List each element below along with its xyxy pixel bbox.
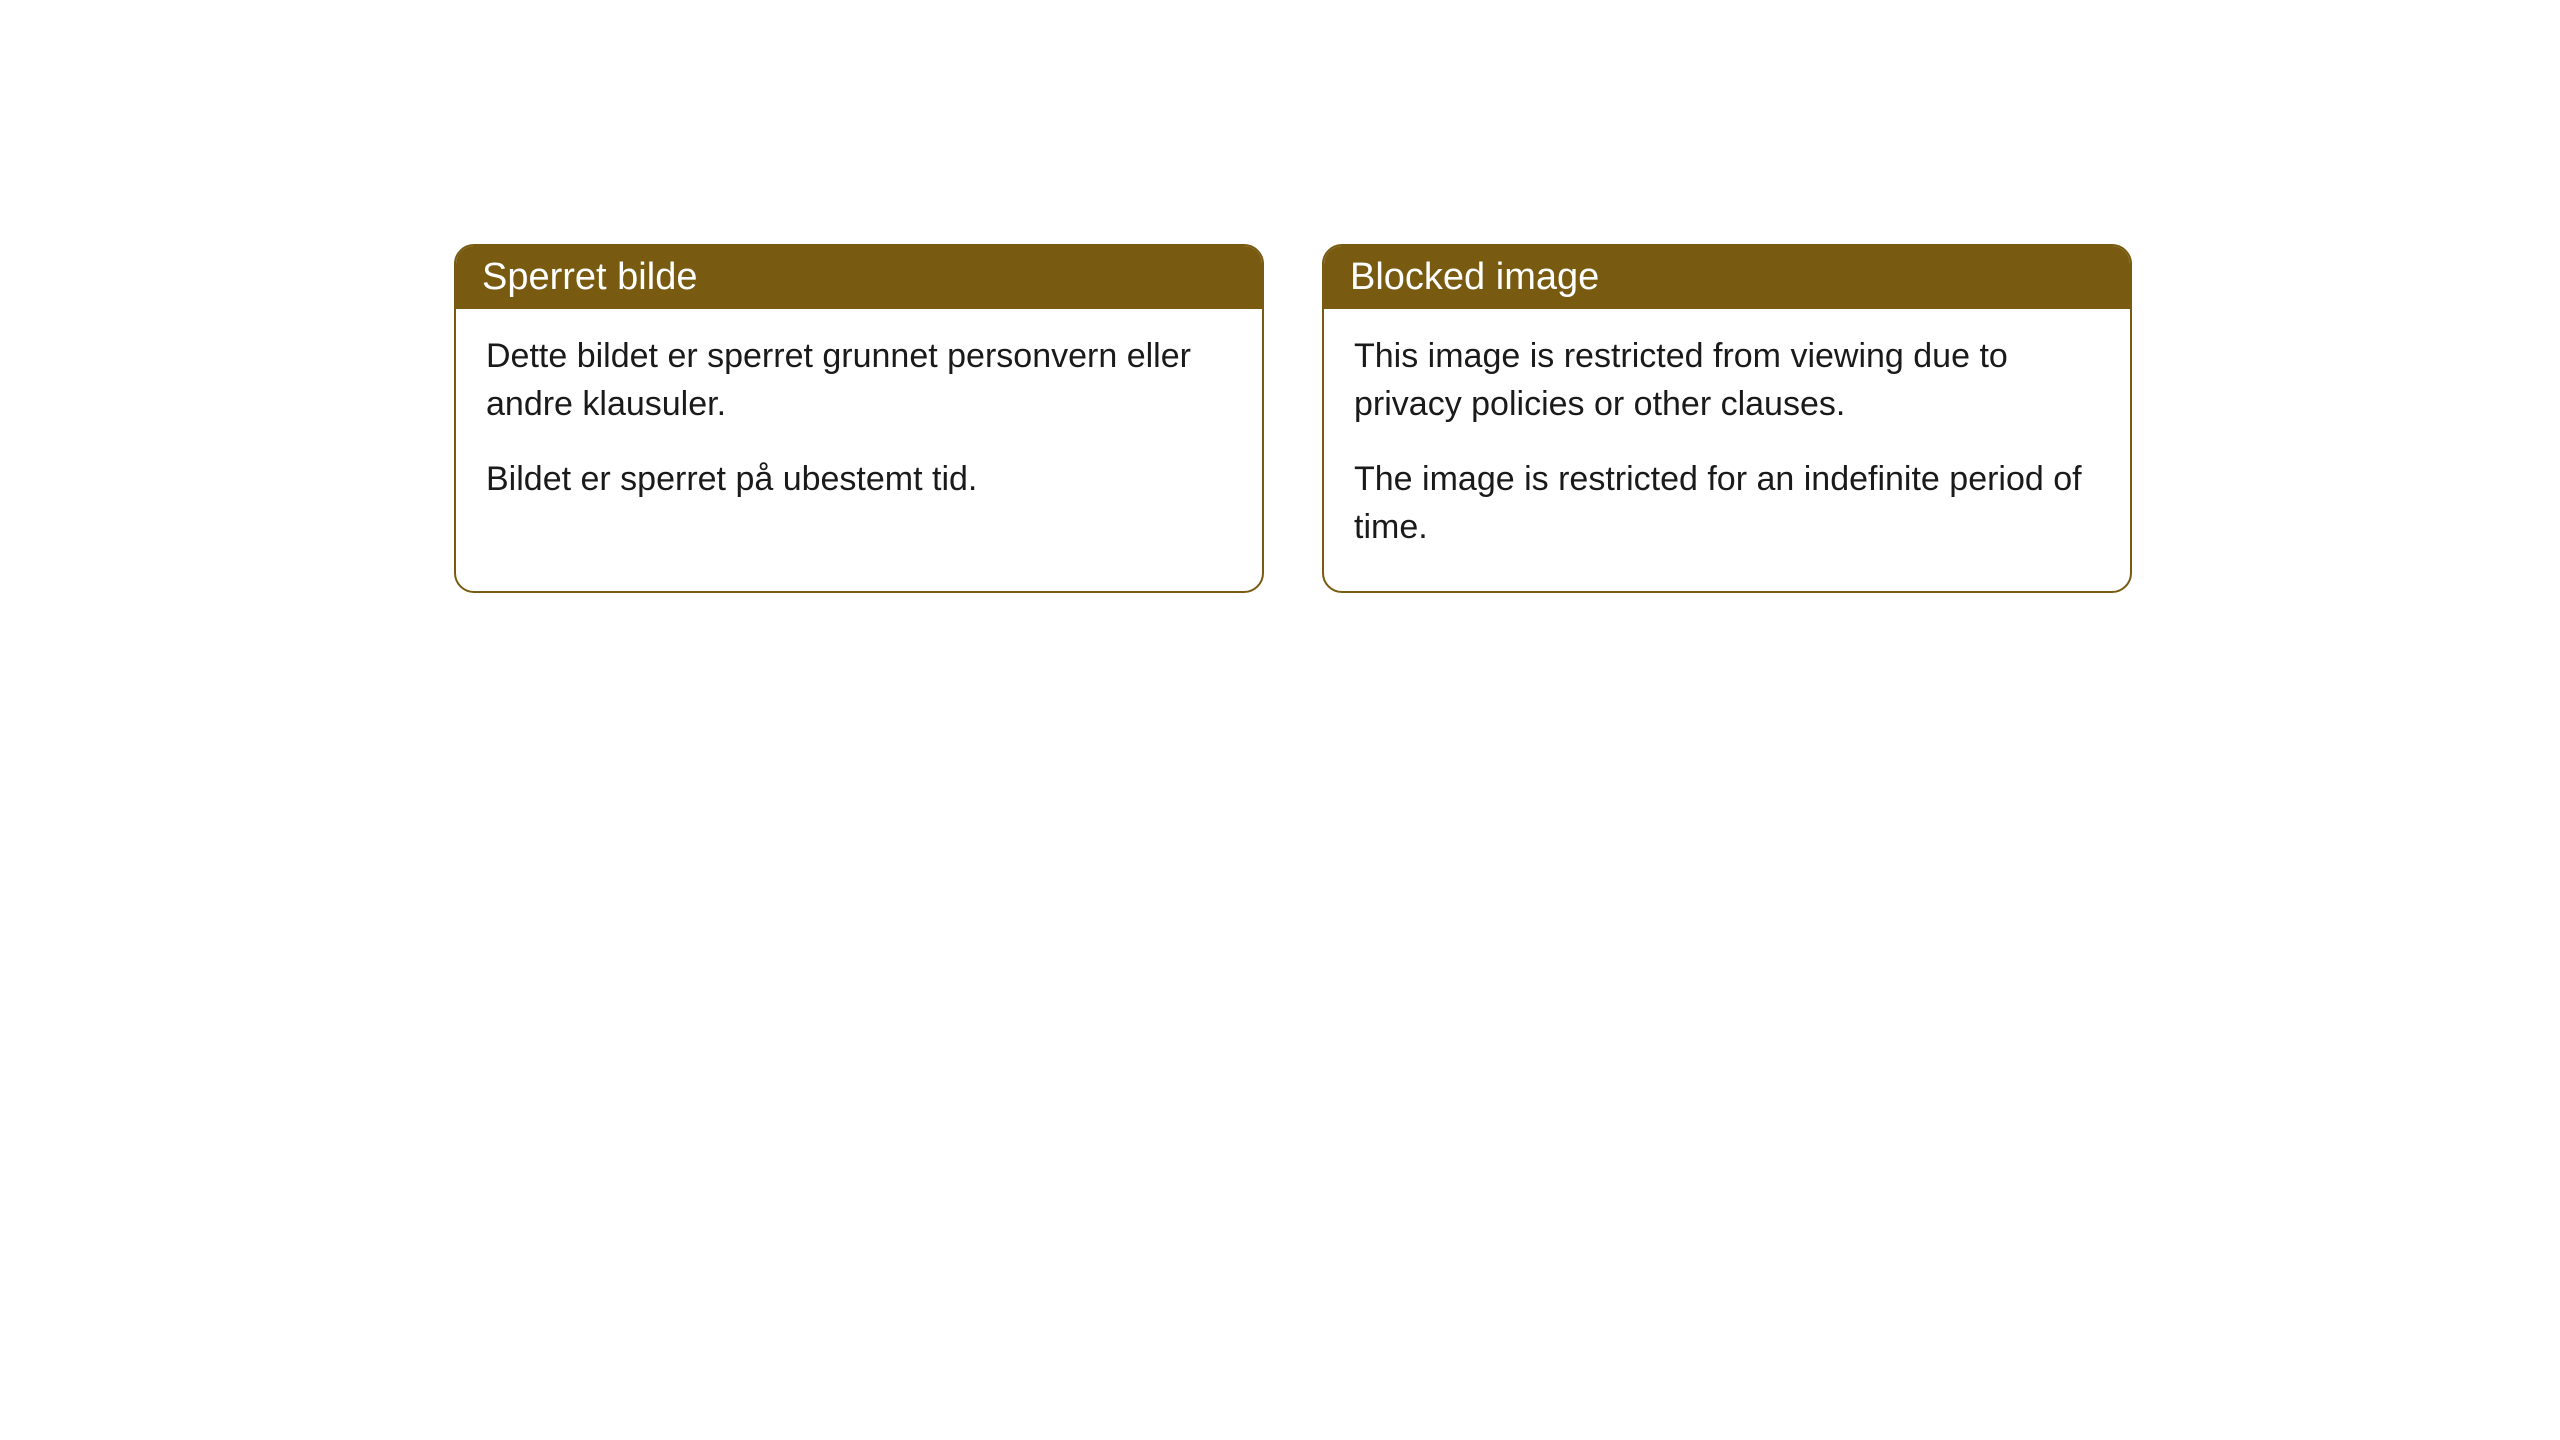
- card-body: Dette bildet er sperret grunnet personve…: [456, 309, 1262, 544]
- card-body: This image is restricted from viewing du…: [1324, 309, 2130, 591]
- card-paragraph: This image is restricted from viewing du…: [1354, 333, 2100, 428]
- card-paragraph: Bildet er sperret på ubestemt tid.: [486, 456, 1232, 504]
- notice-card-english: Blocked image This image is restricted f…: [1322, 244, 2132, 593]
- notice-container: Sperret bilde Dette bildet er sperret gr…: [454, 244, 2132, 593]
- card-title: Blocked image: [1350, 256, 1599, 298]
- card-title: Sperret bilde: [482, 256, 697, 298]
- card-paragraph: Dette bildet er sperret grunnet personve…: [486, 333, 1232, 428]
- card-paragraph: The image is restricted for an indefinit…: [1354, 456, 2100, 551]
- notice-card-norwegian: Sperret bilde Dette bildet er sperret gr…: [454, 244, 1264, 593]
- card-header: Sperret bilde: [456, 246, 1262, 309]
- card-header: Blocked image: [1324, 246, 2130, 309]
